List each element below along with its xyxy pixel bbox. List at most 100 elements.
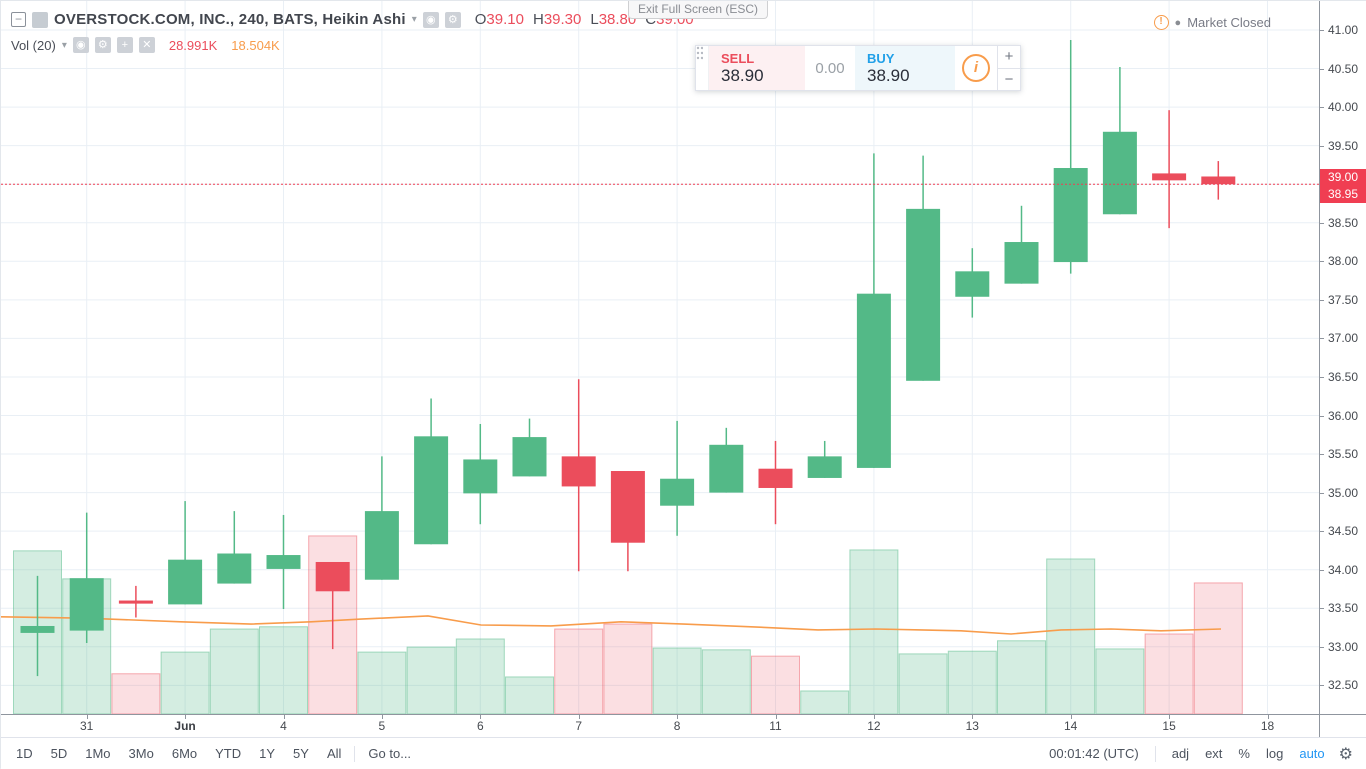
legend-collapse-button[interactable]: − xyxy=(11,12,26,27)
time-tick-mark xyxy=(185,715,187,719)
price-axis-border xyxy=(1319,1,1320,737)
volume-bar xyxy=(111,673,161,714)
price-tick-mark xyxy=(1320,569,1324,571)
last-price-label: 39.00 xyxy=(1320,169,1366,186)
volume-bar xyxy=(603,623,653,714)
candle-body xyxy=(20,625,55,633)
volume-bar xyxy=(947,650,997,714)
toggle-percent[interactable]: % xyxy=(1238,746,1250,761)
price-tick-label: 35.00 xyxy=(1328,485,1359,500)
gear-icon[interactable]: ⚙ xyxy=(94,37,111,53)
range-button-3mo[interactable]: 3Mo xyxy=(128,746,154,761)
price-tick-label: 37.00 xyxy=(1328,331,1359,346)
toolbar-right: 00:01:42 (UTC) adj ext% log auto ⚙ xyxy=(1043,743,1366,764)
volume-bar xyxy=(1193,582,1243,714)
candle-body xyxy=(217,553,252,584)
range-button-ytd[interactable]: YTD xyxy=(215,746,242,761)
candle-body xyxy=(266,555,301,569)
time-tick-mark xyxy=(1070,715,1072,719)
price-tick-label: 38.50 xyxy=(1328,215,1359,230)
time-tick-mark xyxy=(873,715,875,719)
toggle-adj[interactable]: adj xyxy=(1171,746,1190,761)
price-tick-mark xyxy=(1320,531,1324,533)
time-tick-mark xyxy=(578,715,580,719)
time-tick-label: 6 xyxy=(476,719,484,733)
range-buttons: 1D 5D 1Mo 3Mo 6Mo YTD 1Y 5Y All xyxy=(1,743,348,764)
toggle-ext[interactable]: ext xyxy=(1205,746,1223,761)
buy-button[interactable]: BUY 38.90 xyxy=(855,46,955,90)
volume-bar xyxy=(701,649,751,714)
buy-label: BUY xyxy=(867,51,895,66)
chart-pane[interactable]: − OVERSTOCK.COM, INC., 240, BATS, Heikin… xyxy=(1,1,1319,714)
symbol-title[interactable]: OVERSTOCK.COM, INC., 240, BATS, Heikin A… xyxy=(54,11,406,28)
drag-dots-icon xyxy=(696,46,703,60)
time-axis[interactable]: 31 Jun 4 5 6 7 8 11 12 13 14 15 18 xyxy=(1,715,1319,737)
alert-icon[interactable]: ! xyxy=(1153,15,1169,30)
time-tick-label: 18 xyxy=(1260,719,1275,733)
indicator-name[interactable]: Vol (20) xyxy=(11,37,56,53)
clock[interactable]: 00:01:42 (UTC) xyxy=(1049,746,1139,761)
volume-bar xyxy=(357,651,407,714)
close-label: C xyxy=(645,11,657,28)
candle-body xyxy=(1201,176,1236,185)
eye-icon[interactable]: ◉ xyxy=(72,37,89,53)
range-button-1d[interactable]: 1D xyxy=(16,746,33,761)
volume-bar xyxy=(751,655,800,714)
drag-handle[interactable] xyxy=(696,46,709,90)
candle-body xyxy=(906,208,941,381)
price-axis[interactable]: 41.00 40.50 40.00 39.50 38.50 38.00 37.50 37.00… xyxy=(1320,1,1366,714)
range-button-all[interactable]: All xyxy=(326,746,342,761)
time-tick-label: 11 xyxy=(769,719,782,733)
info-icon: i xyxy=(962,54,990,82)
plus-icon[interactable]: + xyxy=(116,37,133,53)
sell-button[interactable]: SELL 38.90 xyxy=(709,46,805,90)
volume-bar xyxy=(505,676,554,714)
volume-bar xyxy=(554,628,604,714)
increase-button[interactable]: + xyxy=(998,46,1020,69)
time-tick-mark xyxy=(677,715,679,719)
auto-scale-button[interactable]: auto xyxy=(1299,746,1325,761)
time-tick-label: 31 xyxy=(80,719,94,733)
price-tick-label: 40.00 xyxy=(1328,100,1359,115)
decrease-button[interactable]: − xyxy=(998,68,1020,90)
gear-icon[interactable]: ⚙ xyxy=(444,11,461,28)
range-button-1mo[interactable]: 1Mo xyxy=(85,746,111,761)
price-tick-label: 36.00 xyxy=(1328,408,1359,423)
candle-body xyxy=(315,561,350,592)
info-button[interactable]: i xyxy=(955,46,997,90)
buy-price: 38.90 xyxy=(867,66,910,85)
volume-bar xyxy=(455,638,505,714)
range-button-1y[interactable]: 1Y xyxy=(259,746,276,761)
price-tick-label: 36.50 xyxy=(1328,369,1359,384)
range-button-5y[interactable]: 5Y xyxy=(293,746,309,761)
toggle-log[interactable]: log xyxy=(1265,746,1284,761)
chevron-down-icon[interactable]: ▾ xyxy=(411,14,417,25)
volume-bar xyxy=(1046,558,1096,714)
price-tick-label: 34.50 xyxy=(1328,524,1359,539)
candle-body xyxy=(1102,131,1137,215)
low-label: L xyxy=(590,11,599,28)
sell-label: SELL xyxy=(721,51,755,66)
time-tick-label: 8 xyxy=(673,719,681,733)
time-axis-border xyxy=(1,714,1366,715)
candle-body xyxy=(118,600,153,604)
range-button-5d[interactable]: 5D xyxy=(50,746,68,761)
goto-button[interactable]: Go to... xyxy=(368,746,412,761)
time-tick-mark xyxy=(381,715,383,719)
candle-body xyxy=(364,511,399,580)
eye-icon[interactable]: ◉ xyxy=(422,11,439,28)
price-tick-label: 33.00 xyxy=(1328,639,1359,654)
price-tick-label: 33.50 xyxy=(1328,601,1359,616)
candle-body xyxy=(168,559,203,605)
sell-price: 38.90 xyxy=(721,66,764,85)
symbol-legend-row: − OVERSTOCK.COM, INC., 240, BATS, Heikin… xyxy=(11,11,694,28)
close-icon[interactable]: ✕ xyxy=(138,37,155,53)
range-button-6mo[interactable]: 6Mo xyxy=(171,746,198,761)
chevron-down-icon[interactable]: ▾ xyxy=(61,39,67,51)
settings-gear-icon[interactable]: ⚙ xyxy=(1338,745,1353,763)
open-label: O xyxy=(474,11,487,28)
price-chart-svg[interactable] xyxy=(1,1,1319,714)
price-tick-mark xyxy=(1320,299,1324,301)
price-tick-label: 34.00 xyxy=(1328,562,1359,577)
